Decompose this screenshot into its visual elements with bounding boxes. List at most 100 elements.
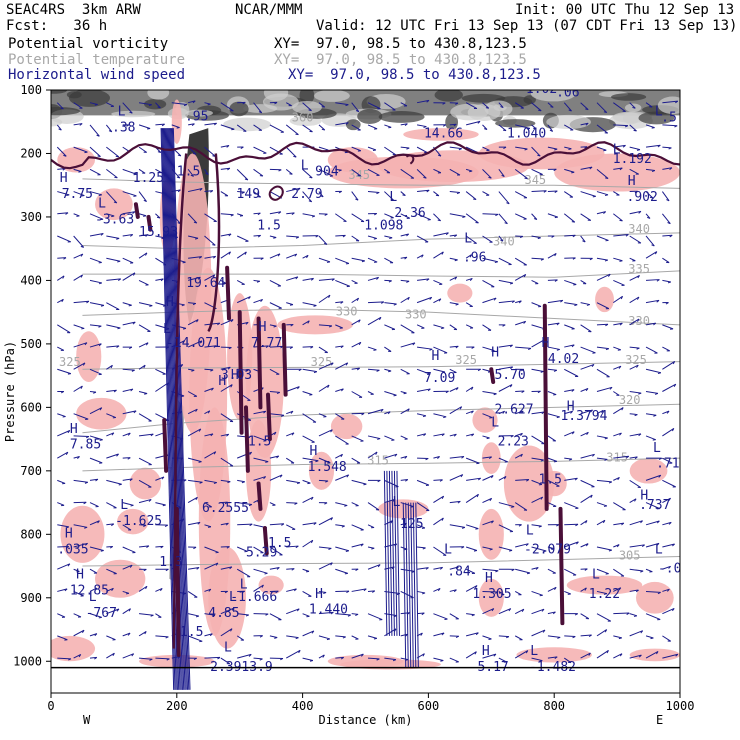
wind-arrowhead [404,456,408,459]
wind-vector [351,213,365,223]
wind-vector [56,146,67,157]
wind-vector [662,565,671,570]
wind-vector [416,254,424,259]
wind-arrowhead [421,612,425,616]
wind-vector [449,566,459,570]
wind-vector [482,213,499,215]
wind-vector [466,613,475,616]
wind-arrowhead [261,584,264,588]
wind-vector [514,213,527,220]
wind-arrowhead [313,305,317,307]
wind-vector [188,123,195,126]
wind-vector [482,456,492,459]
wind-arrowhead [461,456,465,459]
wind-vector [106,545,113,548]
wind-arrowhead [509,549,513,552]
extremum-label: H [259,320,267,335]
wind-vector [188,613,200,617]
wind-arrowhead [245,369,249,372]
wind-vector [106,146,120,158]
wind-vector-downdraft [383,470,388,636]
wind-arrowhead [582,240,586,243]
wind-arrowhead [553,369,557,372]
wind-arrowhead [654,251,658,255]
y-tick-label: 200 [20,146,42,160]
wind-arrowhead [85,542,88,546]
wind-arrowhead [341,388,344,392]
wind-arrowhead [403,392,407,395]
wind-arrowhead [506,202,510,205]
pv-shade-area [245,305,284,459]
wind-arrowhead [176,176,180,179]
wind-vector [580,479,595,488]
wind-vector [449,213,466,218]
wind-vector-downdraft [412,502,417,668]
wind-arrowhead [538,109,542,112]
wind-vector [302,568,310,572]
wind-arrowhead [602,520,606,524]
wind-vector [433,632,445,637]
wind-vector [498,410,505,415]
wind-vector [106,257,121,262]
wind-arrowhead [86,436,90,439]
wind-vector [547,124,554,132]
wind-vector [220,413,234,423]
wind-arrowhead [239,215,244,217]
extremum-label: 1.548 [308,460,347,475]
wind-vector [547,611,556,615]
wind-vector [155,123,165,126]
wind-vector [515,543,529,548]
wind-vector [482,635,492,640]
wind-vector [433,479,443,481]
wind-vector [482,413,493,419]
wind-arrowhead [618,365,622,369]
wind-arrowhead [94,633,98,637]
x-end-label-east: E [656,713,663,727]
extremum-label: 2.23 [498,434,529,449]
wind-vector [433,232,449,237]
wind-arrowhead [489,498,493,502]
wind-arrowhead [248,504,252,507]
wind-arrowhead [147,127,151,130]
wind-arrowhead [265,461,269,463]
wind-vector [433,657,444,661]
wind-arrowhead [97,155,101,158]
wind-vector [515,479,529,481]
wind-arrowhead [116,345,120,348]
wind-arrowhead [197,521,201,525]
wind-vector [384,479,399,488]
wind-arrowhead [117,327,121,330]
wind-vector [106,608,120,615]
wind-arrowhead [118,278,122,282]
wind-vector [302,302,317,307]
wind-arrowhead [604,194,609,196]
valid-label: Valid: 12 UTC Fri 13 Sep 13 (07 CDT Fri … [316,18,738,34]
wind-arrowhead [526,572,531,575]
wind-vector [433,346,448,354]
wind-vector [531,339,545,348]
wind-vector [449,433,457,437]
wind-arrowhead [77,456,80,459]
wind-arrowhead [656,651,659,655]
wind-vector [122,478,133,481]
wind-vector [286,524,296,530]
pv-contour-cell [225,265,232,321]
wind-arrowhead [355,613,359,616]
wind-vector [187,213,198,224]
wind-vector [106,278,121,281]
extremum-label: L [530,644,538,659]
wind-vector [433,546,447,556]
wind-vector [564,168,575,173]
wind-vector [433,191,440,197]
wind-vector [302,591,312,597]
y-axis-label: Pressure (hPa) [3,341,17,442]
wind-vector [187,496,198,504]
wind-vector [367,435,381,440]
wind-vector [661,213,671,224]
wind-vector [318,611,334,615]
pv-shade-area [57,147,96,173]
wind-vector [498,384,513,392]
pv-shade-area [258,575,284,595]
extremum-label: 1.5 [180,625,203,640]
wind-vector [73,123,83,126]
